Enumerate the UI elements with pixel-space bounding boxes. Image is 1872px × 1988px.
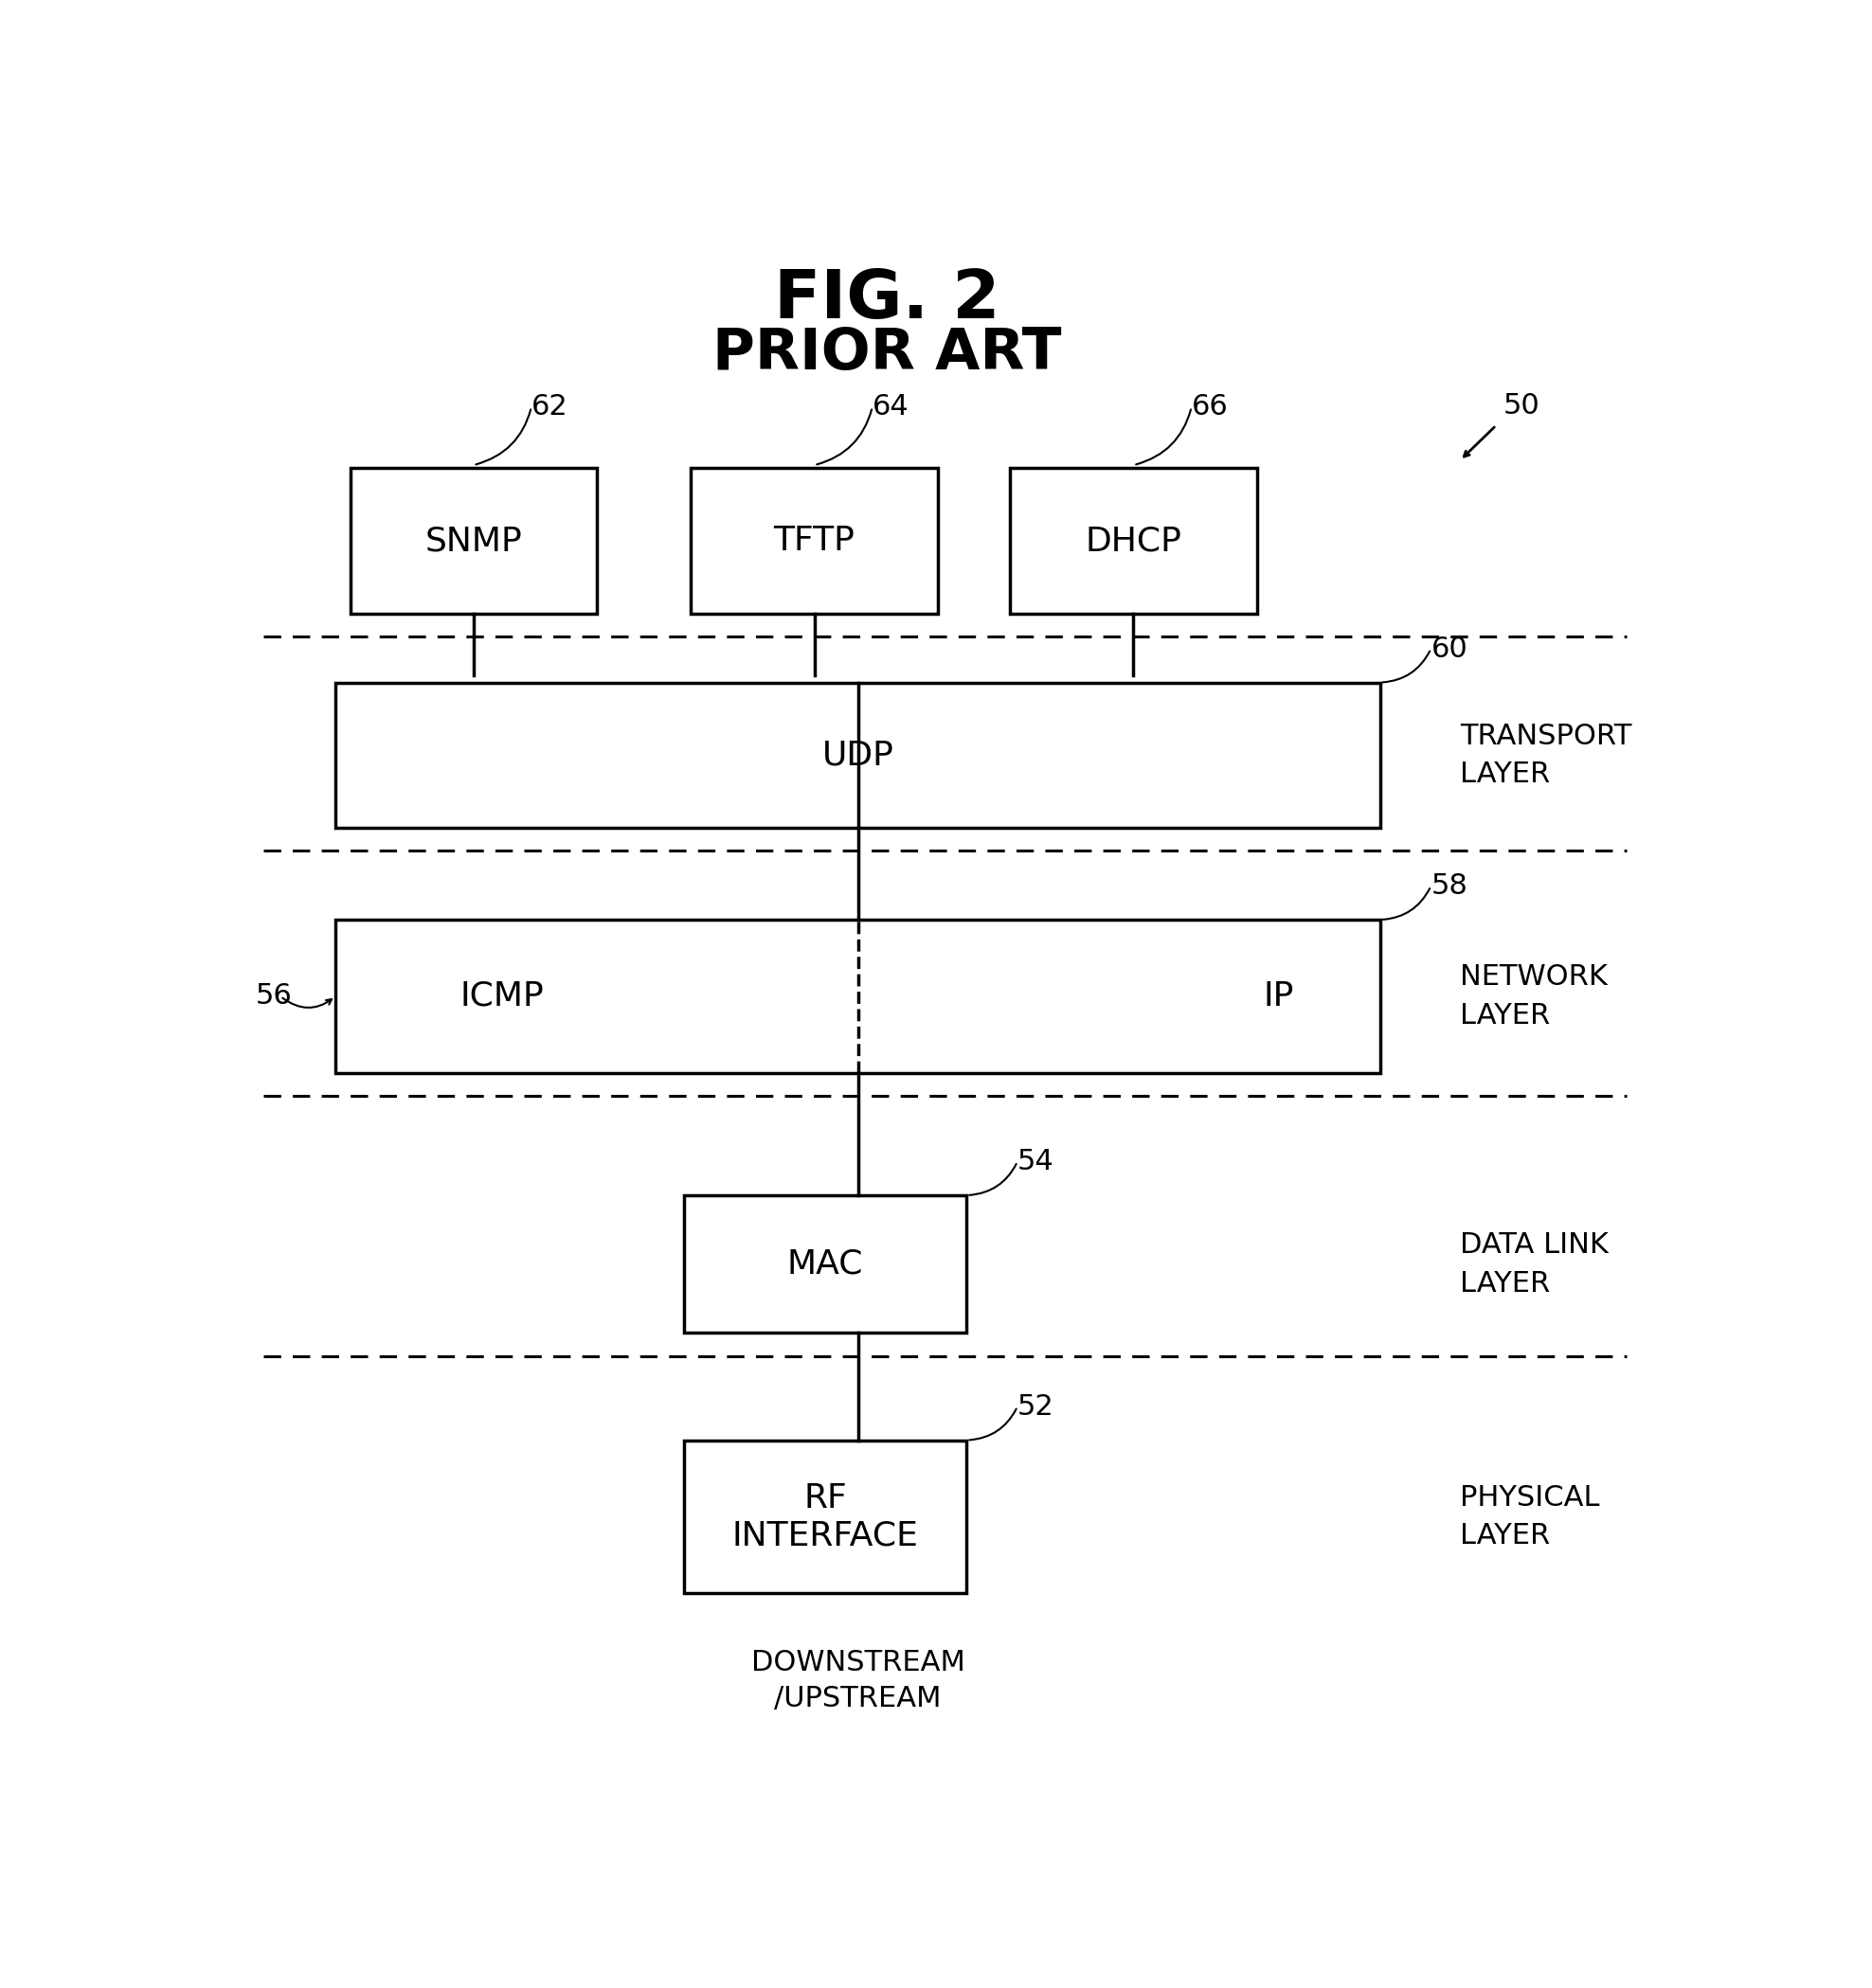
Bar — [691, 469, 938, 614]
Bar — [683, 1439, 966, 1592]
Text: PRIOR ART: PRIOR ART — [713, 326, 1061, 382]
Text: NETWORK
LAYER: NETWORK LAYER — [1460, 964, 1608, 1030]
Text: 54: 54 — [1018, 1147, 1054, 1175]
Text: 50: 50 — [1503, 392, 1541, 419]
Text: 60: 60 — [1430, 634, 1468, 662]
Text: IP: IP — [1264, 980, 1294, 1012]
Text: ICMP: ICMP — [461, 980, 545, 1012]
Text: RF
INTERFACE: RF INTERFACE — [732, 1481, 919, 1551]
Text: 56: 56 — [256, 982, 292, 1010]
Text: FIG. 2: FIG. 2 — [773, 266, 1000, 332]
Bar — [350, 469, 597, 614]
Bar — [335, 920, 1380, 1074]
Text: 58: 58 — [1430, 873, 1468, 901]
Text: SNMP: SNMP — [425, 525, 522, 557]
Text: TRANSPORT
LAYER: TRANSPORT LAYER — [1460, 722, 1632, 787]
Text: PHYSICAL
LAYER: PHYSICAL LAYER — [1460, 1483, 1601, 1551]
Text: 66: 66 — [1192, 394, 1228, 421]
Text: DHCP: DHCP — [1086, 525, 1181, 557]
Text: DATA LINK
LAYER: DATA LINK LAYER — [1460, 1231, 1608, 1296]
Text: 64: 64 — [872, 394, 910, 421]
Text: MAC: MAC — [786, 1248, 863, 1280]
Bar — [1011, 469, 1256, 614]
Text: 52: 52 — [1018, 1394, 1054, 1419]
Text: UDP: UDP — [822, 740, 893, 771]
Text: TFTP: TFTP — [773, 525, 856, 557]
Bar — [335, 682, 1380, 827]
Text: 62: 62 — [532, 394, 567, 421]
Text: DOWNSTREAM
/UPSTREAM: DOWNSTREAM /UPSTREAM — [751, 1648, 964, 1712]
Bar — [683, 1195, 966, 1334]
